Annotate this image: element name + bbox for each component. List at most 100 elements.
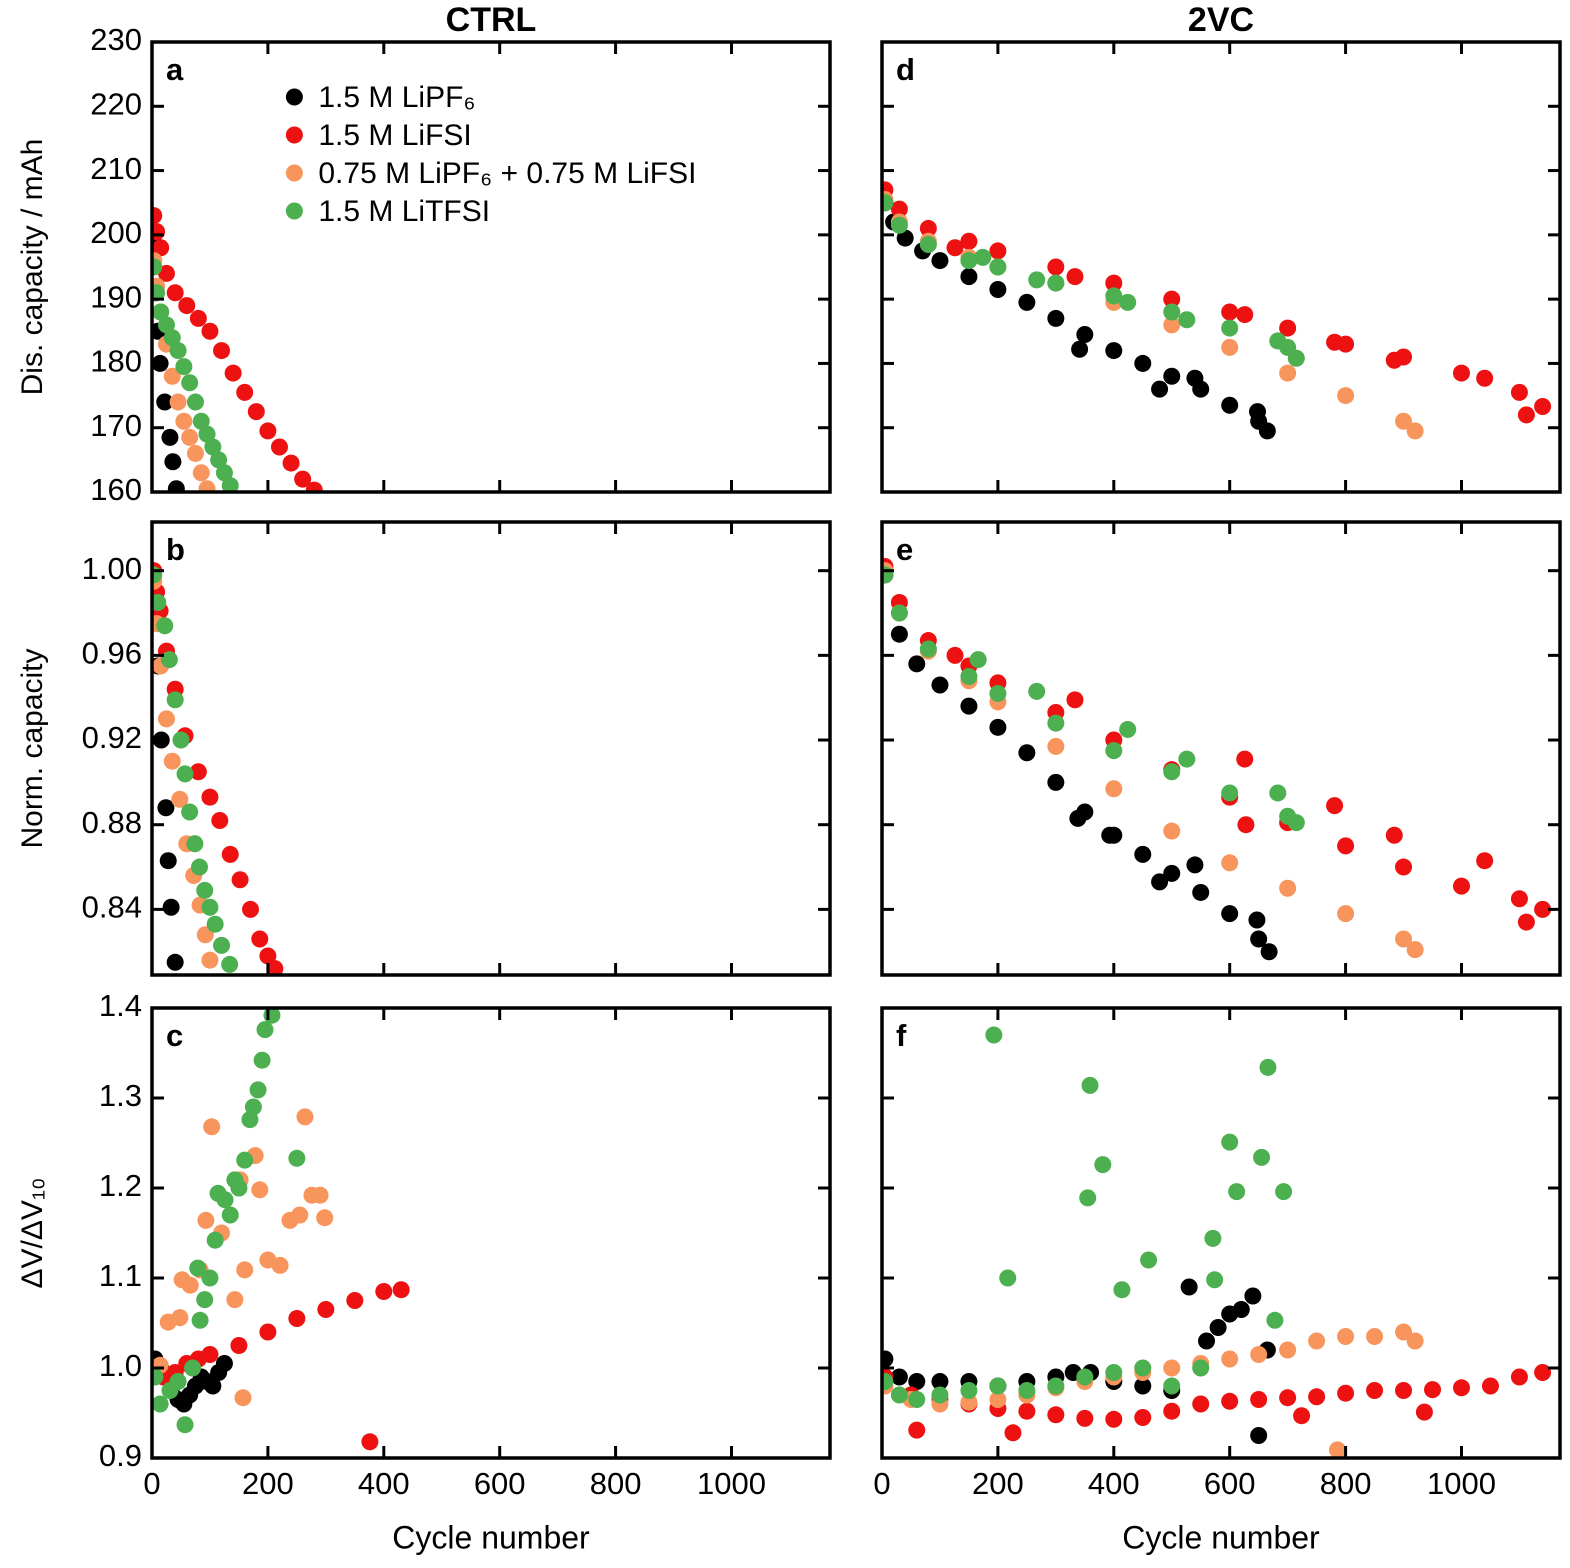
point bbox=[169, 342, 187, 360]
point bbox=[201, 322, 219, 340]
point bbox=[1163, 1359, 1181, 1377]
point bbox=[1018, 1402, 1036, 1420]
point bbox=[1221, 1350, 1239, 1368]
point bbox=[226, 1291, 244, 1309]
point bbox=[989, 684, 1007, 702]
point bbox=[1293, 1407, 1311, 1425]
point bbox=[163, 329, 181, 347]
axes-frame bbox=[150, 1006, 832, 1460]
point bbox=[931, 252, 949, 270]
x-axis-label: Cycle number bbox=[392, 1519, 590, 1555]
point bbox=[1178, 311, 1196, 329]
point bbox=[224, 364, 242, 382]
y-tick-label: 0.92 bbox=[82, 720, 142, 755]
point bbox=[1248, 911, 1266, 929]
y-tick-label: 160 bbox=[90, 472, 142, 507]
point bbox=[157, 264, 175, 282]
point bbox=[1221, 1133, 1239, 1151]
point bbox=[908, 1391, 926, 1408]
panel-title: CTRL bbox=[446, 1, 537, 39]
point bbox=[931, 1386, 949, 1404]
point bbox=[1259, 1058, 1277, 1076]
y-tick-label: 170 bbox=[90, 408, 142, 443]
point bbox=[946, 646, 964, 664]
point bbox=[1250, 1391, 1268, 1408]
point bbox=[890, 625, 908, 643]
point bbox=[1452, 364, 1470, 382]
point bbox=[1326, 797, 1344, 815]
x-tick-label: 600 bbox=[474, 1466, 526, 1501]
point bbox=[311, 1186, 329, 1204]
point bbox=[1081, 1076, 1099, 1094]
point bbox=[231, 871, 249, 889]
point bbox=[960, 697, 978, 715]
point bbox=[1385, 826, 1403, 844]
point bbox=[1204, 1229, 1222, 1247]
point bbox=[1163, 822, 1181, 840]
point bbox=[1221, 338, 1239, 356]
point bbox=[1047, 773, 1065, 791]
point bbox=[1517, 913, 1535, 931]
point bbox=[164, 453, 182, 471]
point bbox=[1105, 342, 1123, 360]
point bbox=[1178, 750, 1196, 768]
point bbox=[244, 1098, 262, 1116]
point bbox=[1134, 1377, 1152, 1395]
point bbox=[1481, 1377, 1499, 1395]
point bbox=[919, 219, 937, 237]
plot-area bbox=[882, 1026, 1552, 1458]
point bbox=[1452, 1379, 1470, 1397]
point bbox=[176, 765, 194, 783]
point bbox=[1236, 306, 1254, 324]
point bbox=[1395, 1382, 1413, 1399]
point bbox=[282, 454, 300, 472]
point bbox=[1076, 1409, 1094, 1427]
point bbox=[1119, 720, 1137, 738]
x-tick-label: 600 bbox=[1204, 1466, 1256, 1501]
point bbox=[1105, 780, 1123, 798]
point bbox=[157, 316, 175, 334]
point bbox=[1134, 354, 1152, 372]
point bbox=[919, 236, 937, 253]
point bbox=[152, 258, 163, 276]
point bbox=[1366, 1328, 1384, 1345]
point bbox=[1406, 941, 1424, 959]
point bbox=[186, 835, 204, 853]
point bbox=[1415, 1403, 1433, 1421]
axes-frame bbox=[880, 1006, 1562, 1460]
point bbox=[204, 438, 222, 456]
plot-area bbox=[152, 562, 284, 975]
axes-frame bbox=[150, 520, 832, 977]
point bbox=[1163, 1377, 1181, 1395]
point bbox=[169, 1373, 187, 1390]
point bbox=[931, 676, 949, 694]
point bbox=[882, 566, 894, 584]
point bbox=[1308, 1388, 1326, 1406]
x-tick-label: 0 bbox=[873, 1466, 890, 1501]
point bbox=[1287, 349, 1305, 367]
point bbox=[206, 1231, 224, 1249]
point bbox=[1105, 742, 1123, 760]
y-tick-label: 0.9 bbox=[99, 1438, 142, 1473]
point bbox=[1151, 873, 1169, 891]
point bbox=[1221, 784, 1239, 802]
point bbox=[271, 1256, 289, 1274]
panel-label: b bbox=[166, 532, 185, 567]
point bbox=[259, 422, 277, 440]
point bbox=[215, 1355, 233, 1372]
point bbox=[960, 252, 978, 270]
legend-label: 1.5 M LiFSI bbox=[318, 119, 471, 152]
point bbox=[316, 1209, 334, 1227]
point bbox=[1232, 1301, 1250, 1318]
point bbox=[157, 710, 175, 728]
point bbox=[1452, 877, 1470, 895]
point bbox=[189, 763, 207, 781]
point bbox=[1366, 1382, 1384, 1399]
y-tick-label: 1.00 bbox=[82, 551, 142, 586]
plot-area bbox=[882, 557, 1552, 961]
point bbox=[266, 960, 284, 975]
plot-area bbox=[152, 1008, 410, 1451]
point bbox=[1018, 744, 1036, 762]
y-axis-label: Norm. capacity bbox=[16, 648, 49, 848]
point bbox=[1180, 1278, 1198, 1296]
